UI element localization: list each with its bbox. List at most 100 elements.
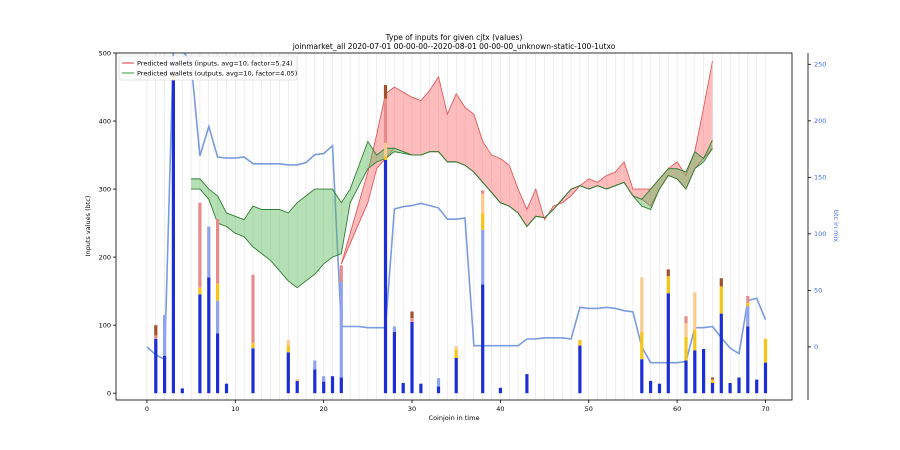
legend-box [118,55,298,81]
bar-segment-fresh [755,379,759,394]
bar-segment-remix [322,376,326,382]
bar-segment-brown [154,325,158,336]
btc-in-mix-layer [146,53,767,364]
y-axis: 0 100 200 300 400 500 [99,49,116,397]
bar-segment-yellow [640,332,644,360]
bar-segment-fresh [649,380,653,394]
bar-segment-orange [684,323,688,337]
bar-segment-brown [666,269,670,277]
bar-segment-fresh [322,381,326,394]
inputs-band-area [341,61,713,264]
x-axis-label: Coinjoin in time [429,414,480,422]
bar-segment-red [339,265,343,283]
bar-segment-red [154,335,158,339]
x-tick-label: 30 [408,405,416,413]
y2-tick-label: 250 [814,61,826,69]
y2-tick-label: 0 [814,343,818,351]
bar-segment-yellow [286,345,290,353]
bar-segment-yellow [454,349,458,358]
bar-segment-remix [392,326,396,332]
bar-segment-fresh [401,383,405,394]
x-axis: 0 10 20 30 40 50 60 70 [145,400,770,413]
bar-segment-yellow [684,336,688,361]
bar-segment-fresh [251,348,255,394]
bar-segment-fresh [419,383,423,394]
outputs-band-area [191,140,713,288]
y2-tick-label: 50 [814,287,822,295]
bar-segment-fresh [728,383,732,394]
y2-axis-label: btc in mix [832,210,840,242]
bar-segment-orange [295,378,299,381]
bar-segment-fresh [339,377,343,394]
bar-segment-fresh [163,355,167,394]
stacked-bars [154,71,768,394]
bar-segment-yellow [198,287,202,295]
bar-segment-fresh [207,277,211,394]
outputs-band-lower-line [191,148,713,289]
btc-in-mix-line [146,53,767,364]
bar-segment-red [684,316,688,324]
bar-segment-red [198,202,202,288]
y-tick-label: 400 [99,117,111,125]
plot-frame [115,52,793,401]
bar-segment-fresh [383,159,388,394]
bar-segment-brown [383,85,388,99]
bar-segment-fresh [180,388,184,394]
bar-segment-yellow [578,340,582,346]
bar-segment-fresh [640,359,644,394]
bar-segment-remix [207,226,211,278]
bar-segment-fresh [481,284,485,394]
bar-segment-fresh [295,380,299,394]
x-tick-label: 60 [673,405,681,413]
bar-segment-yellow [693,329,697,351]
bar-segment-fresh [702,349,706,394]
bar-segment-fresh [313,369,317,394]
bar-segment-remix [216,300,220,334]
bar-segment-yellow [710,379,715,383]
bar-segment-orange [286,340,290,346]
legend-label-outputs: Predicted wallets (outputs, avg=10, fact… [137,70,297,78]
bar-segment-yellow [666,276,670,294]
bar-segment-red [383,98,388,143]
bar-segment-brown [719,278,723,287]
y2-axis: 0 50 100 150 200 250 [808,61,826,351]
prediction-bands [191,61,713,289]
legend: Predicted wallets (inputs, avg=10, facto… [118,55,298,81]
bar-segment-yellow [719,286,723,314]
bar-segment-fresh [666,293,670,394]
bar-segment-red [410,318,414,322]
bar-segment-red [481,190,485,194]
y2-tick-label: 100 [814,230,826,238]
bar-segment-fresh [578,345,582,394]
bar-segment-fresh [410,321,414,394]
bar-segment-fresh [657,383,662,394]
bar-segment-fresh [710,383,715,394]
legend-label-inputs: Predicted wallets (inputs, avg=10, facto… [137,60,293,68]
bar-segment-red [746,295,750,303]
y-axis-label: Inputs values (btc) [84,196,92,257]
bar-segment-yellow [251,342,255,349]
x-tick-label: 70 [761,405,769,413]
bar-segment-fresh [693,350,697,394]
chart-subtitle: joinmarket_all 2020-07-01 00-00-00--2020… [292,42,616,51]
bar-segment-remix [436,378,441,387]
bar-segment-fresh [454,357,458,394]
bar-segment-remix [481,229,485,285]
bar-segment-fresh [216,333,220,394]
bar-segment-fresh [198,294,202,394]
bar-segment-fresh [763,362,768,394]
y-tick-label: 200 [99,253,111,261]
bar-segment-brown [710,377,715,380]
bar-segment-fresh [224,383,229,394]
bar-segment-fresh [684,360,688,394]
chart-title: Type of inputs for given cjtx (values) [385,33,523,42]
bar-segment-remix [339,282,343,378]
bar-segment-orange [383,142,388,157]
x-tick-label: 20 [320,405,328,413]
bar-segment-fresh [154,338,158,394]
bar-segment-red [251,274,255,343]
bar-segment-remix [163,315,167,356]
x-tick-label: 0 [145,405,149,413]
y-tick-label: 0 [107,389,111,397]
bar-segment-red [216,219,220,284]
